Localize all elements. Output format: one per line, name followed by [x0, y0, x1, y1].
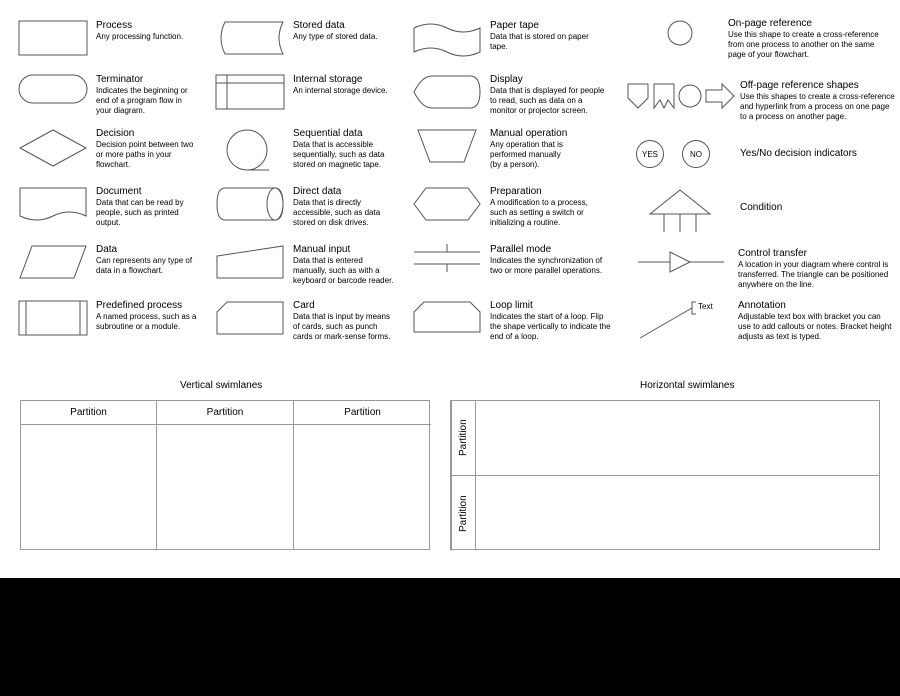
data-desc: Can represents any type of data in a flo…	[96, 256, 192, 276]
parallel-title: Parallel mode	[490, 244, 602, 255]
h-partition-2: Partition	[451, 476, 475, 551]
prep-icon	[412, 186, 482, 222]
paper-title: Paper tape	[490, 20, 589, 31]
prep-desc: A modification to a process, such as set…	[490, 198, 588, 228]
manualop-title: Manual operation	[490, 128, 567, 139]
onpage-desc: Use this shape to create a cross-referen…	[728, 30, 879, 60]
decision-icon	[18, 128, 88, 168]
yesno-title: Yes/No decision indicators	[740, 148, 857, 159]
offpage-desc: Use this shapes to create a cross-refere…	[740, 92, 895, 122]
card-title: Card	[293, 300, 390, 311]
terminator-desc: Indicates the beginning or end of a prog…	[96, 86, 188, 116]
paper-desc: Data that is stored on paper tape.	[490, 32, 589, 52]
prep-title: Preparation	[490, 186, 588, 197]
control-title: Control transfer	[738, 248, 888, 259]
document-icon	[18, 186, 88, 226]
horizontal-swimlanes: Partition Partition	[450, 400, 880, 550]
parallel-desc: Indicates the synchronization of two or …	[490, 256, 602, 276]
stored-desc: Any type of stored data.	[293, 32, 378, 42]
yes-indicator: YES	[636, 140, 664, 168]
data-title: Data	[96, 244, 192, 255]
document-title: Document	[96, 186, 184, 197]
condition-icon	[648, 188, 712, 236]
parallel-icon	[412, 244, 482, 272]
horizontal-swimlanes-title: Horizontal swimlanes	[640, 380, 734, 391]
annotation-title: Annotation	[738, 300, 891, 311]
display-desc: Data that is displayed for people to rea…	[490, 86, 604, 116]
data-icon	[18, 244, 88, 280]
decision-desc: Decision point between two or more paths…	[96, 140, 193, 170]
internal-title: Internal storage	[293, 74, 388, 85]
loop-icon	[412, 300, 482, 334]
v-partition-1: Partition	[21, 401, 156, 425]
offpage-title: Off-page reference shapes	[740, 80, 895, 91]
manualinput-icon	[215, 244, 285, 280]
manualop-icon	[416, 128, 478, 164]
loop-desc: Indicates the start of a loop. Flip the …	[490, 312, 611, 342]
direct-icon	[215, 186, 285, 222]
v-partition-3: Partition	[294, 401, 431, 425]
card-icon	[215, 300, 285, 336]
manualinput-title: Manual input	[293, 244, 394, 255]
annotation-label: Text	[698, 302, 713, 311]
process-desc: Any processing function.	[96, 32, 183, 42]
document-desc: Data that can be read by people, such as…	[96, 198, 184, 228]
annotation-desc: Adjustable text box with bracket you can…	[738, 312, 891, 342]
predef-desc: A named process, such as a subroutine or…	[96, 312, 197, 332]
card-desc: Data that is input by means of cards, su…	[293, 312, 390, 342]
terminator-title: Terminator	[96, 74, 188, 85]
onpage-title: On-page reference	[728, 18, 879, 29]
control-desc: A location in your diagram where control…	[738, 260, 888, 290]
condition-title: Condition	[740, 202, 782, 213]
stored-icon	[215, 20, 285, 56]
sequential-icon	[225, 128, 275, 172]
decision-title: Decision	[96, 128, 193, 139]
vertical-swimlanes: Partition Partition Partition	[20, 400, 430, 550]
loop-title: Loop limit	[490, 300, 611, 311]
v-partition-2: Partition	[157, 401, 293, 425]
direct-desc: Data that is directly accessible, such a…	[293, 198, 380, 228]
internal-icon	[215, 74, 285, 110]
h-partition-1: Partition	[451, 401, 475, 475]
stored-title: Stored data	[293, 20, 378, 31]
terminator-icon	[18, 74, 88, 104]
bottom-bar	[0, 578, 900, 696]
no-indicator: NO	[682, 140, 710, 168]
vertical-swimlanes-title: Vertical swimlanes	[180, 380, 262, 391]
control-icon	[636, 248, 726, 276]
offpage-icon	[626, 80, 736, 112]
paper-icon	[412, 20, 482, 60]
manualop-desc: Any operation that is performed manually…	[490, 140, 567, 170]
predef-title: Predefined process	[96, 300, 197, 311]
internal-desc: An internal storage device.	[293, 86, 388, 96]
sequential-desc: Data that is accessible sequentially, su…	[293, 140, 384, 170]
process-title: Process	[96, 20, 183, 31]
sequential-title: Sequential data	[293, 128, 384, 139]
process-icon	[18, 20, 88, 56]
manualinput-desc: Data that is entered manually, such as w…	[293, 256, 394, 286]
predef-icon	[18, 300, 88, 336]
onpage-icon	[660, 18, 700, 48]
display-title: Display	[490, 74, 604, 85]
direct-title: Direct data	[293, 186, 380, 197]
display-icon	[412, 74, 482, 110]
